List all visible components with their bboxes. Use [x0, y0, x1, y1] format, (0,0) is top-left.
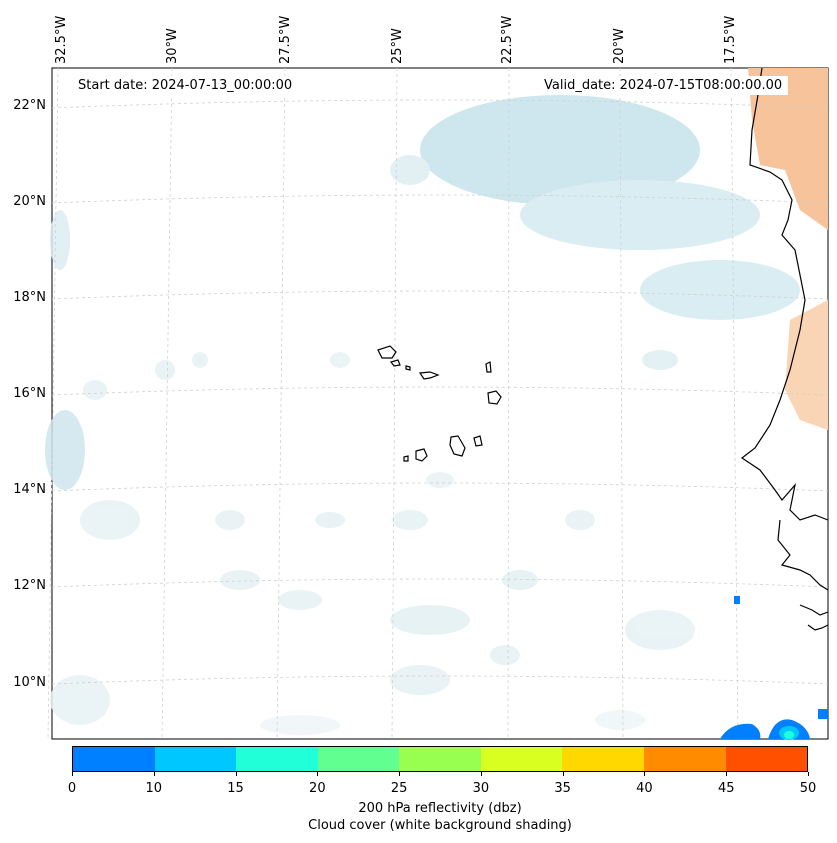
graticule [47, 67, 829, 740]
colorbar-tick-label: 20 [309, 781, 326, 796]
lat-label: 10°N [13, 675, 46, 690]
colorbar-tick-label: 10 [145, 781, 163, 796]
colorbar-tick-mark [72, 772, 73, 776]
colorbar-tick-mark [644, 772, 646, 776]
start-date-label: Start date: 2024-07-13_00:00:00 [72, 76, 299, 95]
lat-label: 16°N [13, 386, 46, 401]
lat-label: 14°N [13, 482, 46, 497]
colorbar-tick-mark [235, 772, 237, 776]
colorbar-segment [562, 747, 644, 771]
colorbar-tick-label: 30 [472, 781, 490, 796]
colorbar-tick-label: 0 [67, 781, 77, 796]
colorbar-tick-label: 50 [799, 781, 817, 796]
colorbar [72, 746, 808, 772]
colorbar-segment [236, 747, 318, 771]
lat-label: 12°N [13, 578, 46, 593]
lon-label: 27.5°W [278, 15, 293, 64]
lon-label: 30°W [165, 28, 180, 64]
colorbar-tick-mark [399, 772, 401, 776]
colorbar-label: 200 hPa reflectivity (dbz) [358, 801, 522, 816]
colorbar-tick-mark [726, 772, 728, 776]
colorbar-tick-label: 15 [227, 781, 244, 796]
lon-label: 20°W [612, 28, 627, 64]
colorbar-tick-mark [808, 772, 809, 776]
lat-label: 20°N [13, 194, 46, 209]
colorbar-segment [480, 747, 563, 771]
colorbar-tick-mark [562, 772, 564, 776]
lon-label: 32.5°W [54, 15, 69, 64]
colorbar-tick-label: 45 [717, 781, 735, 796]
valid-date-label: Valid_date: 2024-07-15T08:00:00.00 [538, 76, 789, 95]
colorbar-segment [317, 747, 400, 771]
lon-label: 22.5°W [500, 15, 515, 64]
cloud-cover-shading [45, 95, 800, 735]
colorbar-tick-mark [480, 772, 482, 776]
colorbar-tick-label: 25 [390, 781, 408, 796]
colorbar-segment [73, 747, 155, 771]
lat-label: 22°N [13, 98, 46, 113]
colorbar-tick-mark [317, 772, 319, 776]
lon-label: 17.5°W [723, 15, 738, 64]
colorbar-segment [725, 747, 808, 771]
cape-verde-islands [377, 345, 502, 462]
colorbar-segment [154, 747, 237, 771]
lon-label: 25°W [390, 28, 405, 64]
colorbar-segment [399, 747, 481, 771]
colorbar-tick-label: 40 [636, 781, 653, 796]
colorbar-segment [643, 747, 726, 771]
colorbar-sublabel: Cloud cover (white background shading) [308, 818, 572, 833]
reflectivity-cells [720, 596, 828, 740]
coastline [740, 67, 829, 631]
colorbar-tick-mark [153, 772, 155, 776]
dust-shading [748, 68, 828, 430]
colorbar-tick-label: 35 [554, 781, 571, 796]
lat-label: 18°N [13, 290, 46, 305]
